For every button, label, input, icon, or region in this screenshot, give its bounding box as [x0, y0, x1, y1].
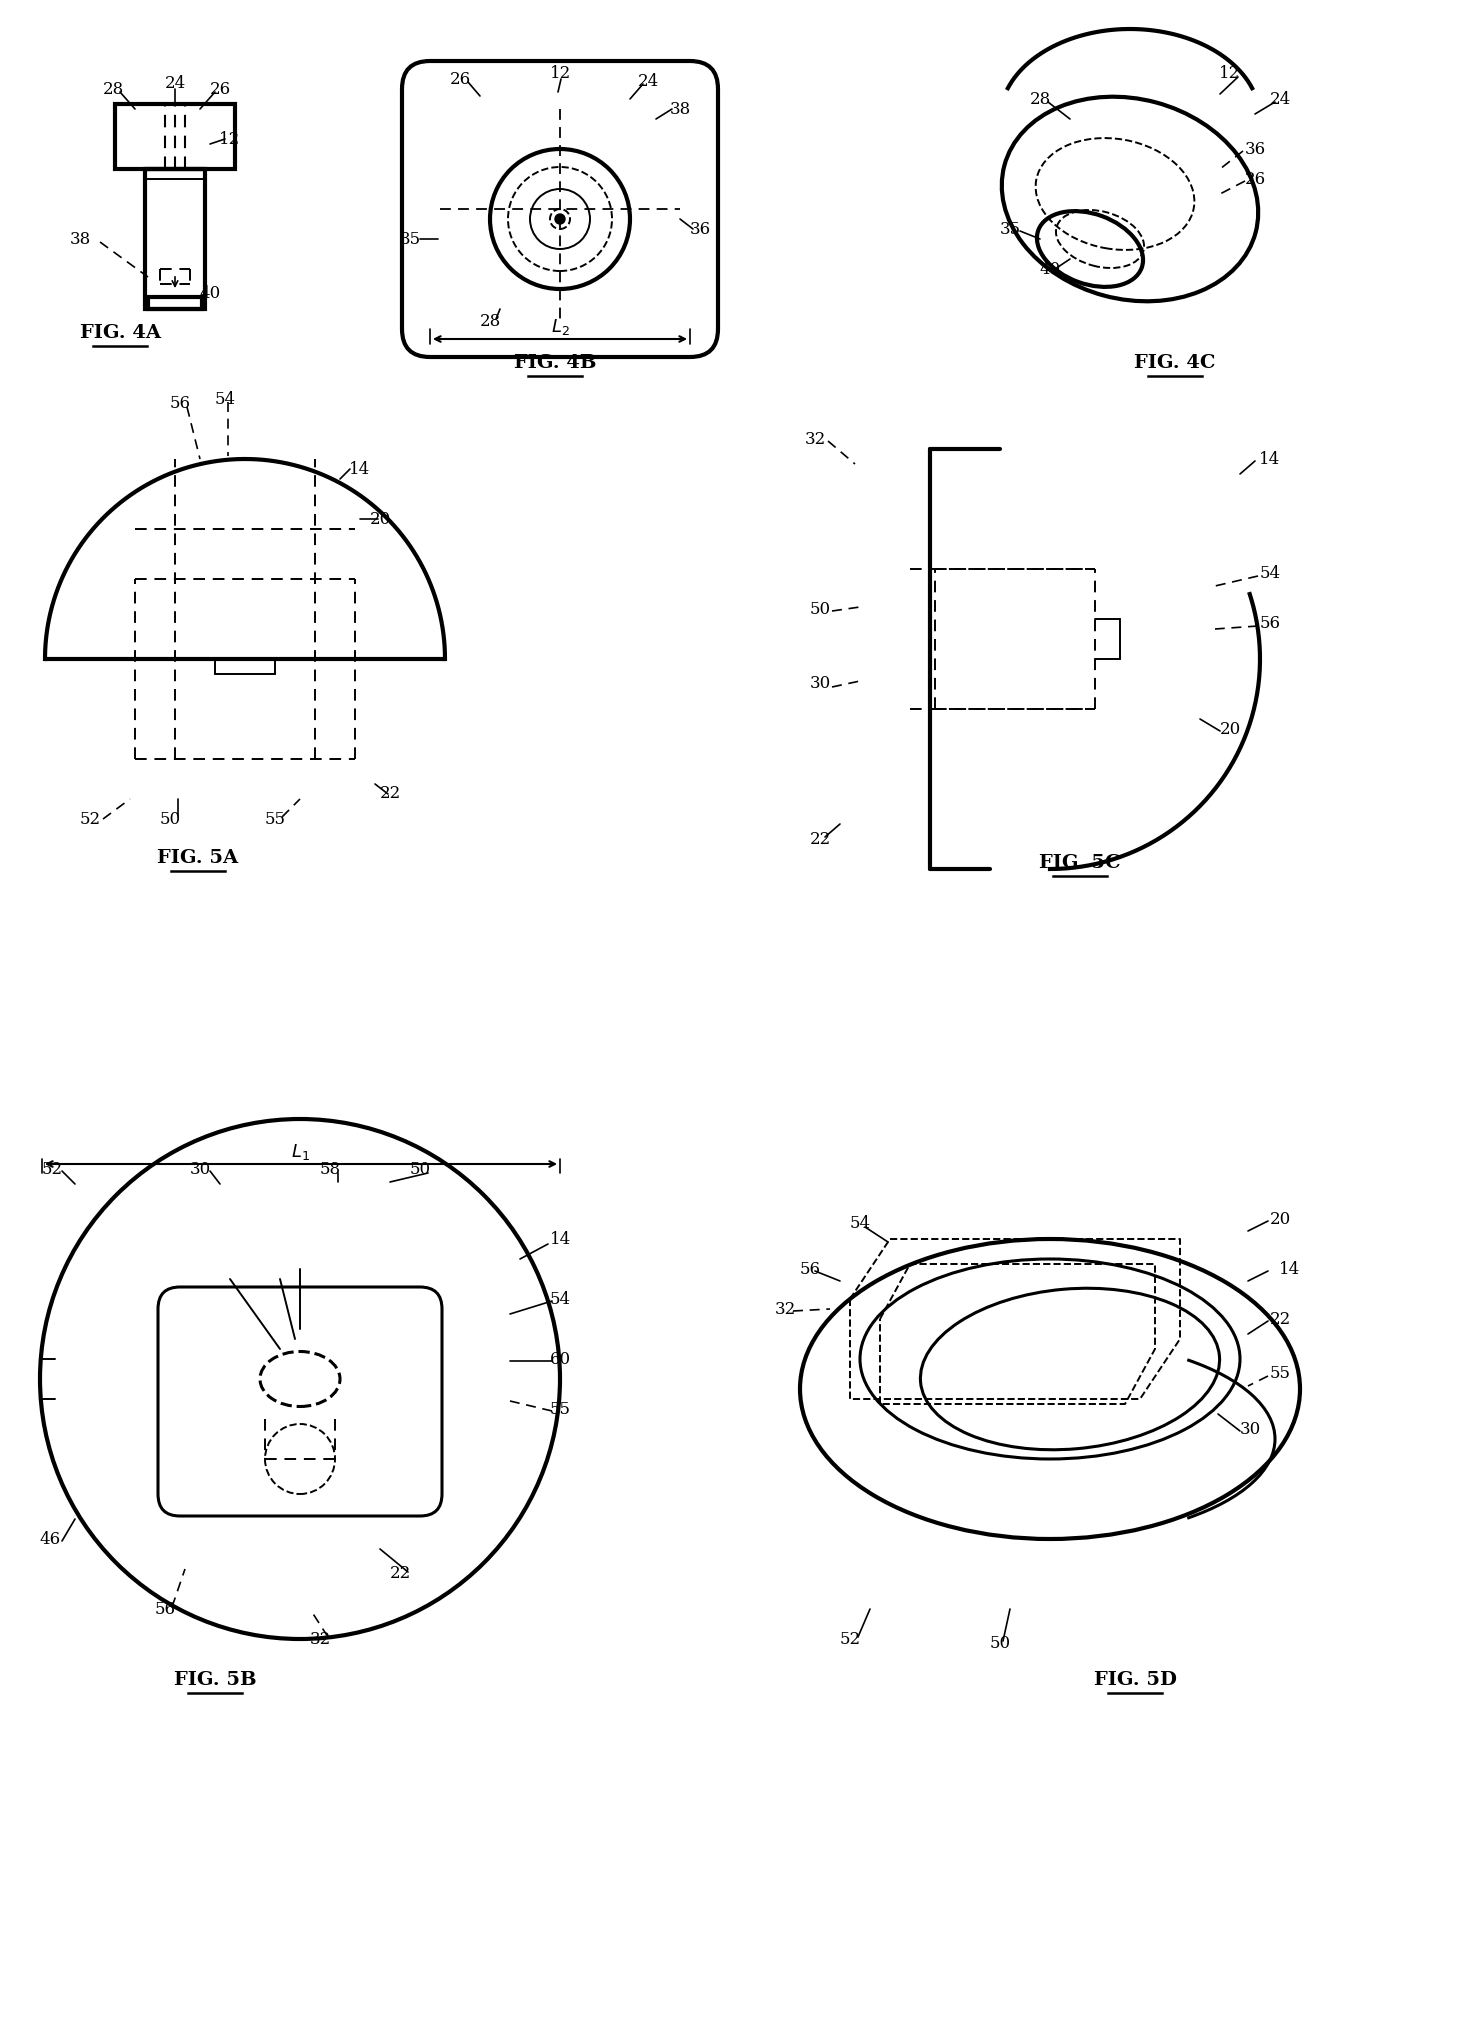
Text: 40: 40: [1039, 261, 1061, 277]
Text: 58: 58: [319, 1160, 340, 1177]
Text: 24: 24: [164, 75, 186, 92]
Text: 22: 22: [390, 1566, 410, 1582]
Text: 54: 54: [850, 1215, 870, 1232]
Text: 12: 12: [1219, 65, 1241, 82]
Text: 52: 52: [41, 1160, 63, 1177]
Text: 35: 35: [400, 230, 420, 247]
Text: FIG. 4A: FIG. 4A: [79, 324, 161, 343]
Text: 24: 24: [637, 73, 659, 90]
Text: 28: 28: [103, 80, 123, 98]
Text: 50: 50: [989, 1635, 1011, 1652]
Text: 40: 40: [199, 285, 221, 302]
Text: FIG. 5B: FIG. 5B: [174, 1672, 256, 1688]
Text: FIG. 5A: FIG. 5A: [157, 848, 239, 867]
Circle shape: [555, 214, 565, 224]
Text: 26: 26: [1244, 171, 1266, 188]
Text: 30: 30: [1239, 1421, 1260, 1437]
Text: 36: 36: [690, 220, 711, 237]
Text: 30: 30: [809, 675, 831, 693]
Text: 20: 20: [1219, 720, 1241, 738]
Text: 54: 54: [1260, 565, 1280, 583]
Text: 30: 30: [189, 1160, 211, 1177]
Text: 56: 56: [1260, 616, 1280, 632]
Text: 38: 38: [670, 100, 690, 118]
Text: $L_1$: $L_1$: [290, 1142, 309, 1162]
Text: 14: 14: [549, 1230, 571, 1248]
Text: 28: 28: [479, 312, 501, 330]
Text: 36: 36: [1244, 141, 1266, 157]
Text: 52: 52: [79, 809, 101, 828]
Text: 14: 14: [1260, 451, 1280, 467]
Text: 22: 22: [1269, 1311, 1291, 1327]
Text: 54: 54: [214, 391, 236, 408]
Text: 24: 24: [1269, 90, 1291, 108]
Text: 26: 26: [209, 80, 230, 98]
Text: FIG. 5C: FIG. 5C: [1039, 854, 1121, 873]
Text: 12: 12: [551, 65, 571, 82]
Text: 46: 46: [40, 1531, 60, 1548]
Text: 38: 38: [69, 230, 91, 247]
Text: 50: 50: [409, 1160, 431, 1177]
Text: 32: 32: [775, 1301, 795, 1317]
Text: 22: 22: [379, 785, 400, 803]
Text: 55: 55: [1270, 1366, 1291, 1382]
Text: 12: 12: [220, 130, 240, 147]
Text: FIG. 5D: FIG. 5D: [1093, 1672, 1176, 1688]
Text: 14: 14: [349, 461, 371, 477]
Text: 35: 35: [999, 220, 1021, 237]
Text: 56: 56: [170, 396, 190, 412]
Text: 22: 22: [809, 830, 831, 848]
Text: 32: 32: [804, 430, 826, 447]
Text: $L_2$: $L_2$: [551, 316, 570, 336]
Text: 20: 20: [369, 510, 391, 528]
Text: 28: 28: [1030, 90, 1050, 108]
Text: 55: 55: [265, 809, 286, 828]
Text: FIG. 4B: FIG. 4B: [514, 355, 596, 371]
Text: 14: 14: [1279, 1260, 1301, 1278]
Text: 56: 56: [154, 1601, 176, 1617]
Text: 50: 50: [160, 809, 180, 828]
Text: 32: 32: [309, 1631, 331, 1648]
Text: 20: 20: [1269, 1211, 1291, 1227]
Text: 52: 52: [839, 1631, 860, 1648]
Text: 50: 50: [810, 602, 831, 618]
Text: 26: 26: [450, 71, 470, 88]
Text: 54: 54: [549, 1291, 570, 1307]
Text: 60: 60: [549, 1350, 570, 1368]
Text: 56: 56: [800, 1260, 820, 1278]
Text: 55: 55: [549, 1401, 570, 1417]
Text: FIG. 4C: FIG. 4C: [1134, 355, 1216, 371]
